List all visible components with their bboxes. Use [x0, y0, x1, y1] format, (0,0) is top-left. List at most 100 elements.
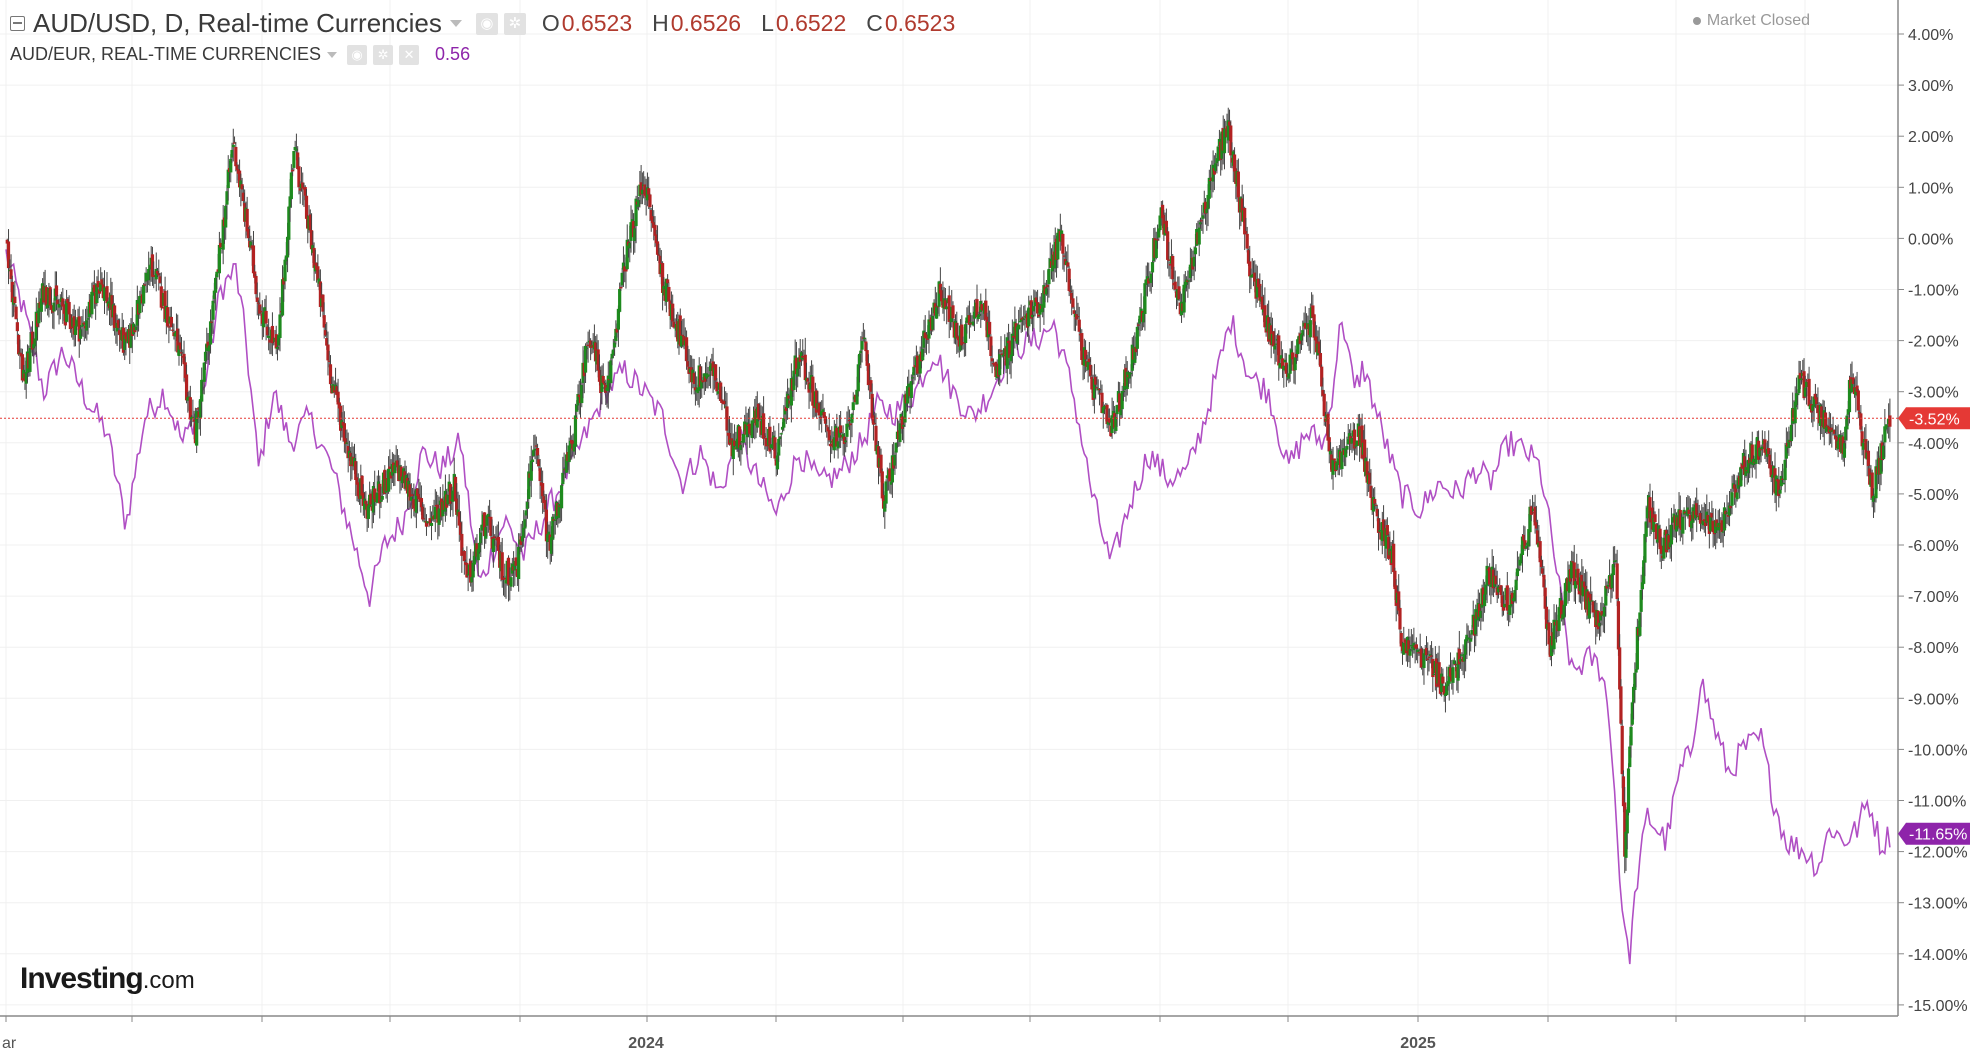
- candle-body: [1422, 653, 1426, 669]
- candle-body: [20, 354, 25, 381]
- candle-body: [1000, 353, 1004, 355]
- candle: [283, 257, 287, 290]
- candle-body: [703, 376, 708, 382]
- candle: [289, 164, 293, 208]
- candle: [1625, 807, 1629, 850]
- collapse-icon[interactable]: [10, 16, 25, 31]
- candle: [1376, 509, 1381, 551]
- candle: [1243, 206, 1247, 251]
- gear-icon[interactable]: ✲: [503, 12, 526, 35]
- close-icon[interactable]: ✕: [399, 44, 420, 65]
- candle-body: [1549, 635, 1554, 657]
- candle-body: [1842, 443, 1847, 458]
- candle-body: [6, 241, 11, 269]
- candle-body: [748, 423, 752, 434]
- chevron-down-icon[interactable]: [327, 51, 338, 58]
- candle-body: [951, 305, 955, 319]
- ohlc-key: O: [541, 10, 560, 36]
- visibility-icon[interactable]: ◉: [475, 12, 498, 35]
- chevron-down-icon[interactable]: [449, 20, 462, 27]
- candle: [1125, 361, 1129, 396]
- candle: [1743, 439, 1747, 487]
- candle-body: [1859, 413, 1863, 430]
- candle-body: [1462, 653, 1466, 662]
- candle-body: [653, 224, 657, 236]
- candle: [287, 205, 291, 256]
- ohlc-key: H: [652, 10, 669, 36]
- candle-body: [1164, 220, 1168, 234]
- candle-body: [523, 519, 527, 529]
- candle-body: [1371, 497, 1376, 512]
- candle-body: [596, 349, 600, 371]
- candle-body: [182, 353, 186, 365]
- candle-body: [1427, 656, 1431, 658]
- candle-body: [1279, 355, 1283, 360]
- candle-body: [1429, 655, 1434, 657]
- candle-body: [179, 352, 184, 354]
- candle: [148, 264, 152, 287]
- candle-body: [1726, 514, 1730, 517]
- candle: [428, 505, 432, 526]
- candle-body: [768, 426, 772, 452]
- candle-body: [611, 349, 615, 356]
- candle-body: [414, 489, 418, 513]
- candle-body: [1368, 472, 1372, 485]
- candle-body: [1308, 320, 1312, 338]
- candle-body: [643, 184, 647, 196]
- candle-body: [1416, 650, 1420, 653]
- candle: [748, 406, 752, 448]
- candle-body: [1542, 574, 1546, 588]
- candle: [1751, 455, 1756, 468]
- candle-body: [1630, 702, 1634, 725]
- gear-icon[interactable]: ✲: [373, 44, 394, 65]
- candle-body: [1740, 463, 1744, 469]
- candle: [960, 315, 964, 351]
- candle-body: [727, 432, 732, 445]
- candle-body: [551, 516, 555, 540]
- candle: [360, 474, 364, 496]
- candle-body: [1596, 610, 1600, 630]
- candle: [155, 267, 160, 278]
- candle: [1044, 280, 1049, 296]
- candle: [1807, 366, 1811, 407]
- candle-body: [647, 188, 651, 195]
- candle-body: [1019, 318, 1023, 322]
- candle-body: [1193, 247, 1198, 255]
- candle: [1154, 231, 1158, 260]
- candle-body: [1823, 412, 1828, 429]
- candle-body: [980, 304, 984, 310]
- candle-body: [672, 321, 676, 328]
- candle: [1711, 508, 1715, 548]
- visibility-icon[interactable]: ◉: [347, 44, 368, 65]
- candle: [1424, 636, 1429, 661]
- candle-body: [873, 422, 877, 425]
- candle-body: [1638, 612, 1642, 636]
- candle-body: [206, 341, 210, 348]
- candle-series-layer: [5, 107, 1892, 874]
- candle: [1032, 289, 1036, 329]
- candle-body: [900, 416, 905, 429]
- candle-body: [67, 301, 71, 315]
- candle-body: [535, 447, 540, 456]
- candle-body: [214, 277, 218, 293]
- candle-body: [750, 420, 754, 439]
- candle-body: [1600, 611, 1604, 616]
- candle-body: [1816, 405, 1820, 413]
- candle: [14, 304, 18, 320]
- candle-body: [921, 348, 925, 361]
- candle-body: [500, 552, 504, 581]
- candle-body: [1256, 278, 1261, 288]
- candle-body: [971, 321, 975, 326]
- candle-body: [756, 403, 761, 419]
- candle-body: [732, 440, 737, 446]
- candle-body: [424, 521, 429, 527]
- candle: [1722, 502, 1727, 537]
- candle-body: [1721, 531, 1725, 533]
- candle-body: [1732, 484, 1737, 489]
- candle: [559, 483, 564, 522]
- candle: [1277, 330, 1281, 381]
- candle: [1369, 469, 1373, 499]
- candle: [1469, 633, 1473, 652]
